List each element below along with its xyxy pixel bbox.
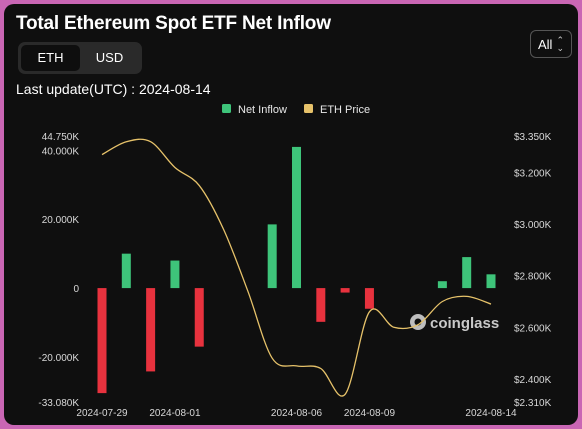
- y-left-tick-label: 40.000K: [42, 146, 80, 157]
- x-tick-label: 2024-08-01: [149, 408, 201, 419]
- toggle-usd-button[interactable]: USD: [95, 50, 124, 65]
- eth-price-line: [101, 138, 492, 397]
- toggle-eth-button[interactable]: ETH: [21, 45, 80, 71]
- inflow-bar: [462, 257, 472, 289]
- y-left-tick-label: 44.750K: [42, 132, 80, 143]
- inflow-bar: [292, 146, 301, 289]
- legend-label: Net Inflow: [238, 104, 287, 116]
- coinglass-logo: coinglass: [410, 314, 499, 332]
- y-right-tick-label: $3.200K: [514, 169, 552, 180]
- legend-swatch: [304, 104, 313, 113]
- page-title: Total Ethereum Spot ETF Net Inflow: [16, 13, 331, 34]
- x-tick-label: 2024-07-29: [76, 408, 128, 419]
- inflow-bar: [121, 253, 131, 289]
- y-right-tick-label: $2.400K: [514, 375, 552, 386]
- inflow-bar: [267, 224, 277, 289]
- unit-toggle: ETH USD: [18, 42, 142, 74]
- outflow-bar: [146, 288, 156, 372]
- outflow-bar: [316, 288, 326, 322]
- y-right-tick-label: $3.350K: [514, 132, 552, 143]
- chevron-updown-icon: ⌃ ⌄: [556, 35, 564, 53]
- range-select-value: All: [538, 36, 553, 52]
- outflow-bar: [364, 288, 374, 309]
- y-right-tick-label: $2.310K: [514, 398, 552, 409]
- y-left-tick-label: 20.000K: [42, 215, 80, 226]
- y-left-tick-label: -33.080K: [38, 398, 79, 409]
- y-left-tick-label: 0: [73, 284, 79, 295]
- outflow-bar: [340, 288, 350, 293]
- last-update-text: Last update(UTC) : 2024-08-14: [16, 81, 211, 97]
- x-tick-label: 2024-08-06: [271, 408, 323, 419]
- inflow-bar: [486, 274, 496, 289]
- y-right-tick-label: $2.800K: [514, 272, 552, 283]
- y-right-tick-label: $2.600K: [514, 323, 552, 334]
- legend-swatch: [222, 104, 231, 113]
- inflow-bar: [170, 260, 180, 289]
- y-left-tick-label: -20.000K: [38, 353, 79, 364]
- x-tick-label: 2024-08-09: [344, 408, 396, 419]
- watermark-text: coinglass: [430, 315, 499, 332]
- y-right-tick-label: $3.000K: [514, 220, 552, 231]
- legend-label: ETH Price: [320, 104, 370, 116]
- outflow-bar: [194, 288, 204, 347]
- range-select[interactable]: All ⌃ ⌄: [530, 30, 572, 58]
- x-tick-label: 2024-08-14: [465, 408, 517, 419]
- outflow-bar: [97, 288, 107, 394]
- inflow-bar: [437, 281, 447, 289]
- chart-legend: Net Inflow ETH Price: [222, 104, 370, 116]
